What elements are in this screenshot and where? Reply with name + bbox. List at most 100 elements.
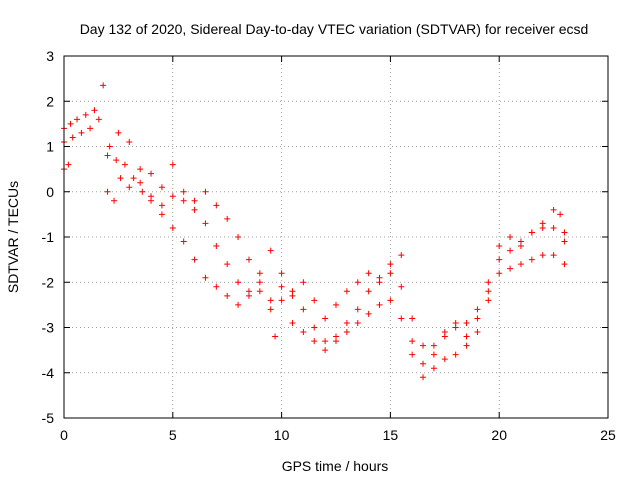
- axis-ticks: 0 5 10 15 20 25 -5 -4 -3 -2 -1 0 1 2 3: [42, 48, 616, 443]
- data-point-track-a: [74, 116, 81, 123]
- data-point-track-b: [420, 374, 427, 381]
- data-point-track-a: [67, 120, 74, 127]
- data-point-track-c: [539, 220, 546, 227]
- data-point-track-b: [398, 315, 405, 322]
- y-tick-label: 1: [46, 139, 54, 155]
- data-point-track-b: [180, 238, 187, 245]
- data-point-track-c: [561, 229, 568, 236]
- data-point-track-a: [354, 306, 361, 313]
- data-point-track-a: [343, 319, 350, 326]
- data-point-track-a: [561, 238, 568, 245]
- x-tick-label: 25: [600, 427, 616, 443]
- data-point-track-a: [496, 256, 503, 263]
- data-point-track-b: [561, 261, 568, 268]
- data-point-track-a: [169, 193, 176, 200]
- data-point-track-c: [235, 234, 242, 240]
- data-point-track-c: [387, 261, 394, 268]
- data-point-track-c: [485, 288, 492, 295]
- data-point-track-a: [106, 143, 113, 150]
- data-point-track-c: [365, 270, 372, 277]
- data-point-track-b: [474, 329, 481, 336]
- x-axis-label: GPS time / hours: [282, 458, 389, 474]
- data-point-track-b: [387, 297, 394, 304]
- data-point-track-b: [202, 274, 209, 281]
- x-tick-label: 20: [491, 427, 507, 443]
- y-tick-label: 0: [46, 184, 54, 200]
- data-point-track-a: [387, 270, 394, 277]
- data-point-track-c: [398, 252, 405, 259]
- data-point-track-c: [158, 202, 165, 209]
- data-point-track-c: [104, 188, 111, 195]
- data-point-track-b: [224, 292, 231, 299]
- data-point-track-b: [452, 351, 459, 358]
- data-point-track-a: [191, 206, 198, 213]
- data-point-track-a: [550, 224, 557, 231]
- data-point-track-a: [365, 288, 372, 295]
- data-point-track-c: [272, 333, 279, 340]
- data-point-track-b: [539, 252, 546, 259]
- data-point-track-c: [169, 161, 176, 168]
- y-tick-label: -2: [42, 274, 55, 290]
- data-point-track-c: [333, 301, 339, 308]
- data-point-track-a: [82, 111, 89, 118]
- data-point-track-c: [278, 270, 285, 277]
- data-point-track-c: [137, 179, 144, 186]
- data-point-track-c: [213, 202, 220, 209]
- data-point-track-b: [430, 365, 437, 372]
- y-tick-label: 3: [46, 48, 54, 64]
- data-point-track-b: [289, 319, 296, 326]
- data-point-track-a: [474, 306, 481, 313]
- data-point-track-b: [191, 256, 198, 263]
- y-tick-label: -3: [42, 320, 55, 336]
- data-point-track-c: [420, 342, 427, 349]
- data-point-track-b: [485, 297, 492, 304]
- data-point-track-b: [376, 301, 383, 308]
- data-point-track-a: [213, 243, 220, 250]
- data-point-track-c: [322, 315, 329, 322]
- grid: [64, 56, 608, 418]
- data-point-track-c: [300, 279, 307, 286]
- data-point-track-c: [117, 175, 124, 182]
- data-point-track-c: [202, 188, 209, 195]
- data-point-track-c: [550, 206, 557, 213]
- data-point-track-b: [463, 342, 470, 349]
- data-point-track-a: [278, 283, 285, 290]
- data-point-track-b: [104, 152, 111, 159]
- data-point-track-c: [180, 188, 187, 195]
- y-axis-label: SDTVAR / TECUs: [5, 181, 21, 293]
- data-point-track-a: [100, 82, 107, 89]
- data-point-track-a: [409, 338, 416, 345]
- data-point-track-a: [430, 342, 437, 349]
- data-point-track-b: [365, 310, 372, 317]
- data-point-track-c: [256, 270, 263, 277]
- data-point-track-a: [180, 197, 187, 204]
- data-point-track-c: [245, 256, 252, 263]
- data-point-track-b: [441, 356, 448, 363]
- data-point-track-c: [343, 288, 350, 295]
- data-point-track-b: [213, 283, 220, 290]
- data-point-track-c: [376, 279, 383, 286]
- data-point-track-b: [409, 351, 416, 358]
- data-point-track-c: [528, 229, 535, 236]
- data-point-track-b: [528, 256, 535, 263]
- data-point-track-b: [78, 129, 85, 136]
- x-tick-label: 0: [60, 427, 68, 443]
- data-point-track-b: [69, 134, 76, 141]
- data-point-track-c: [496, 243, 503, 250]
- data-point-track-a: [420, 360, 427, 367]
- data-point-track-a: [300, 306, 307, 313]
- data-point-track-c: [267, 247, 274, 254]
- data-point-track-c: [474, 315, 481, 322]
- data-point-track-c: [507, 234, 514, 240]
- data-point-track-c: [463, 333, 470, 340]
- data-point-track-b: [95, 116, 102, 123]
- data-point-track-a: [267, 297, 274, 304]
- y-tick-label: -5: [42, 410, 55, 426]
- data-point-track-a: [311, 324, 318, 331]
- y-tick-label: -4: [42, 365, 55, 381]
- data-point-track-a: [126, 138, 133, 145]
- data-point-track-c: [354, 279, 361, 286]
- data-point-track-b: [507, 265, 514, 272]
- data-point-track-c: [517, 243, 524, 250]
